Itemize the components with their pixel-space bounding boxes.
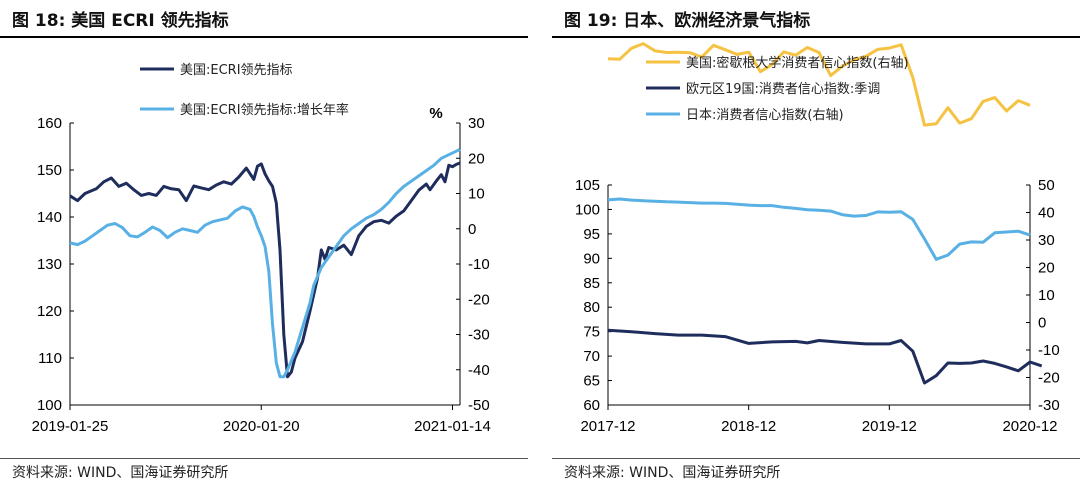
- figure-title: 图 18: 美国 ECRI 领先指标: [12, 11, 229, 31]
- right-y-tick-label: 30: [468, 115, 485, 132]
- right-y-tick-label: -30: [468, 327, 490, 344]
- right-panel: 图 19: 日本、欧洲经济景气指标 60 65 70 75 80 85 90 95 100 105…: [552, 0, 1080, 490]
- right-y-tick-label: 0: [1038, 315, 1046, 332]
- title-rule: [0, 36, 528, 38]
- source-rule: [552, 458, 1080, 459]
- confidence-chart: 60 65 70 75 80 85 90 95 100 105 -30 -20 -10 0 10 20 30 40…: [575, 42, 1060, 435]
- x-tick-label: 2020-12: [1002, 418, 1057, 435]
- source-note: 资料来源: WIND、国海证券研究所: [12, 465, 229, 481]
- left-y-tick-label: 90: [583, 250, 600, 267]
- source-note: 资料来源: WIND、国海证券研究所: [564, 465, 781, 481]
- left-y-tick-label: 120: [37, 303, 62, 320]
- left-panel: 图 18: 美国 ECRI 领先指标 100 110 120 130 140 150 160…: [0, 0, 528, 490]
- right-y-unit: %: [429, 105, 442, 122]
- x-tick-label: 2018-12: [721, 418, 776, 435]
- figure-title: 图 19: 日本、欧洲经济景气指标: [564, 11, 811, 31]
- left-y-tick-label: 95: [583, 226, 600, 243]
- right-y-tick-label: 0: [468, 221, 476, 238]
- left-y-tick-label: 140: [37, 209, 62, 226]
- left-y-tick-label: 60: [583, 397, 600, 414]
- legend-label: 美国:ECRI领先指标:增长年率: [180, 102, 349, 118]
- title-rule: [552, 36, 1080, 38]
- legend-label: 日本:消费者信心指数(右轴): [686, 108, 844, 123]
- left-y-tick-label: 105: [575, 177, 600, 194]
- left-y-tick-label: 80: [583, 299, 600, 316]
- x-tick-label: 2017-12: [580, 418, 635, 435]
- x-tick-label: 2020-01-20: [223, 418, 300, 435]
- right-y-tick-label: -30: [1038, 397, 1060, 414]
- right-y-tick-label: -20: [468, 291, 490, 308]
- legend-label: 美国:密歇根大学消费者信心指数(右轴): [686, 55, 909, 71]
- right-y-tick-label: 30: [1038, 232, 1055, 249]
- ecri-chart: 100 110 120 130 140 150 160 -50 -40 -30 -20 -10 0 10 2…: [32, 63, 491, 435]
- series-line-1: [69, 161, 461, 379]
- x-tick-label: 2021-01-14: [414, 418, 491, 435]
- series-line-1: [607, 42, 1031, 127]
- left-y-tick-label: 150: [37, 162, 62, 179]
- left-y-tick-label: 100: [575, 201, 600, 218]
- right-y-tick-label: -50: [468, 397, 490, 414]
- right-y-tick-label: -10: [468, 256, 490, 273]
- source-rule: [0, 458, 528, 459]
- right-y-tick-label: 20: [1038, 260, 1055, 277]
- left-y-tick-label: 110: [38, 350, 62, 367]
- right-y-tick-label: 10: [468, 186, 485, 203]
- legend-label: 美国:ECRI领先指标: [180, 63, 293, 78]
- x-tick-label: 2019-01-25: [32, 418, 109, 435]
- left-y-tick-label: 70: [583, 348, 600, 365]
- right-y-tick-label: -40: [468, 362, 490, 379]
- left-y-tick-label: 75: [583, 324, 600, 341]
- right-y-tick-label: 10: [1038, 287, 1055, 304]
- right-y-tick-label: 50: [1038, 177, 1055, 194]
- right-y-tick-label: -10: [1038, 342, 1060, 359]
- left-y-tick-label: 100: [37, 397, 62, 414]
- right-y-tick-label: 40: [1038, 205, 1055, 222]
- right-y-tick-label: 20: [468, 150, 485, 167]
- left-y-tick-label: 130: [37, 256, 62, 273]
- series-line-2: [607, 328, 1043, 385]
- left-y-tick-label: 160: [37, 115, 62, 132]
- legend-label: 欧元区19国:消费者信心指数:季调: [686, 82, 880, 97]
- left-y-tick-label: 85: [583, 275, 600, 292]
- left-y-tick-label: 65: [583, 373, 600, 390]
- series-line-2: [69, 148, 461, 379]
- right-y-tick-label: -20: [1038, 370, 1060, 387]
- series-line-3: [607, 197, 1031, 261]
- x-tick-label: 2019-12: [862, 418, 917, 435]
